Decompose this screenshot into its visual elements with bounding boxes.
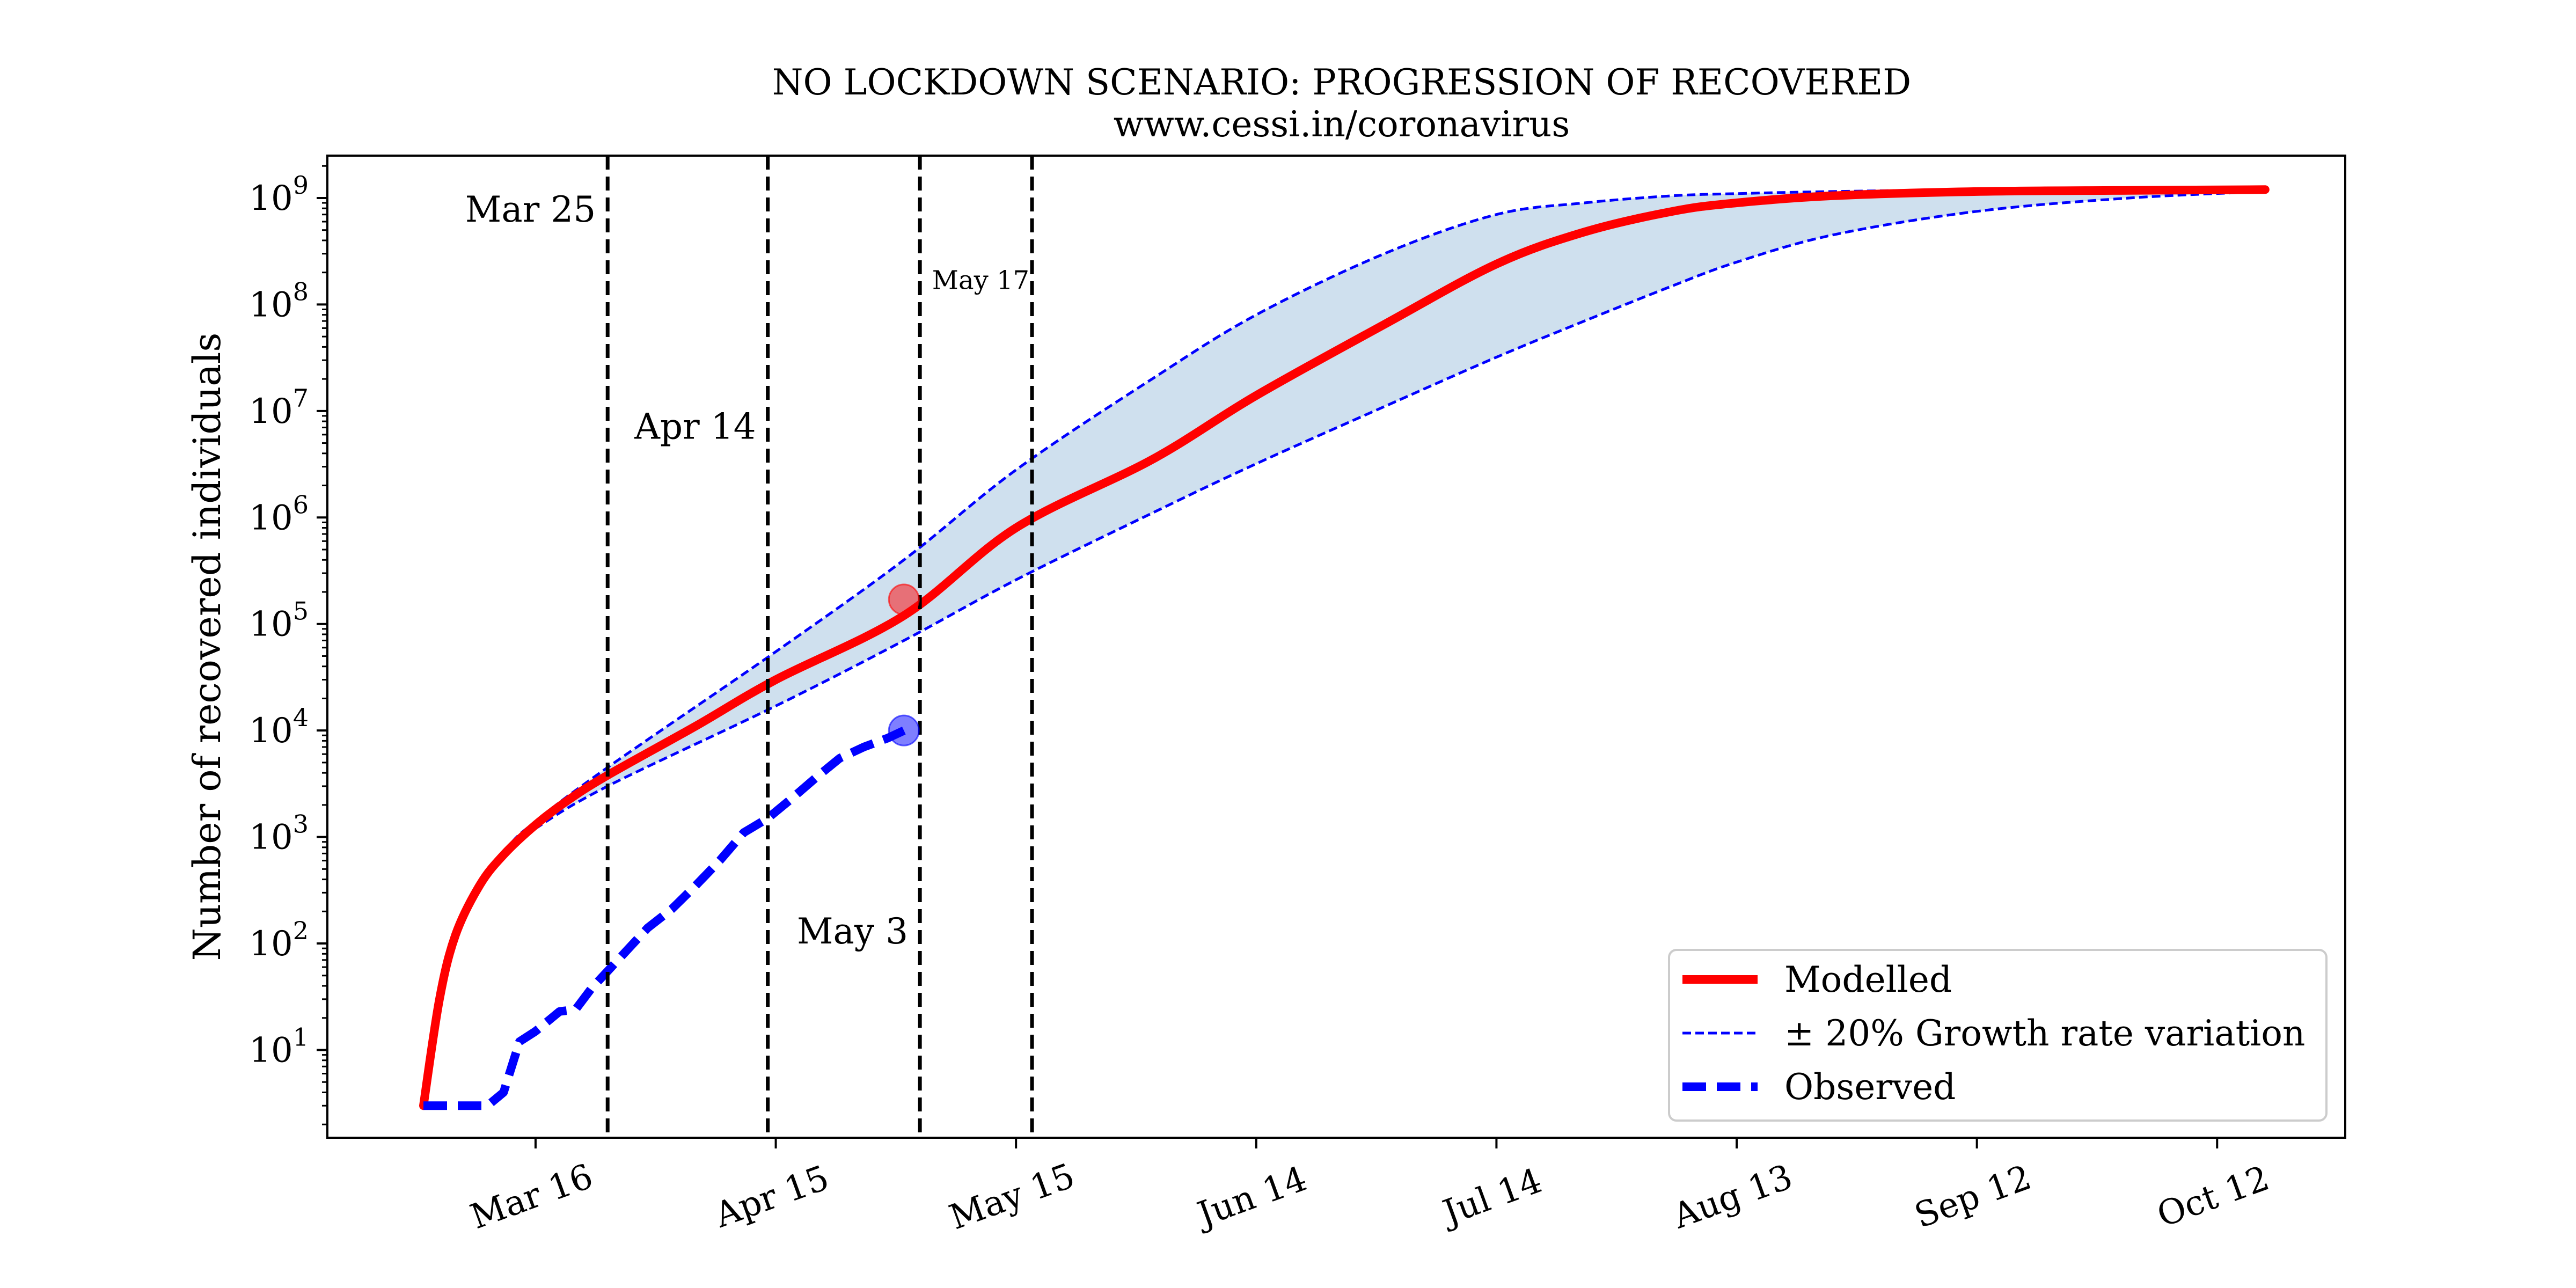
growth-band-lower-line	[422, 190, 2265, 1106]
legend: Modelled ± 20% Growth rate variation Obs…	[1668, 949, 2328, 1122]
observed-series-line	[423, 726, 906, 1110]
event-label-3: May 17	[932, 265, 1029, 295]
legend-label-observed: Observed	[1784, 1066, 1956, 1108]
legend-label-modelled: Modelled	[1784, 959, 1952, 1000]
y-tick-label-6: 107	[249, 384, 309, 431]
y-tick-label-7: 108	[249, 277, 309, 325]
growth-band-fill	[423, 189, 2265, 1106]
y-tick-label-5: 106	[249, 490, 309, 538]
chart-subtitle: www.cessi.in/coronavirus	[1114, 104, 1570, 145]
plot-area	[419, 156, 2270, 1138]
legend-frame	[1668, 949, 2328, 1122]
y-tick-label-1: 102	[249, 916, 309, 964]
y-axis-label: Number of recovered individuals	[185, 333, 229, 961]
chart-title: NO LOCKDOWN SCENARIO: PROGRESSION OF REC…	[772, 62, 1911, 103]
y-tick-label-8: 109	[249, 171, 309, 218]
modelled-series-line	[419, 185, 2270, 1110]
y-tick-label-3: 104	[249, 703, 309, 751]
y-tick-label-2: 103	[249, 810, 309, 858]
y-axis: 101 102 103 104 105 106 107 108 109	[249, 165, 327, 1125]
legend-label-growth-variation: ± 20% Growth rate variation	[1784, 1013, 2305, 1054]
y-tick-label-0: 101	[249, 1023, 309, 1071]
end-markers	[888, 583, 920, 747]
y-tick-label-4: 105	[249, 597, 309, 645]
event-labels: Mar 25 Apr 14 May 3 May 17	[465, 189, 1029, 952]
end-marker-1	[888, 714, 920, 747]
end-marker-0	[888, 583, 920, 616]
plot-frame	[326, 155, 2346, 1139]
event-label-1: Apr 14	[634, 406, 756, 447]
event-lines	[605, 156, 1034, 1138]
event-label-0: Mar 25	[465, 189, 596, 230]
event-label-2: May 3	[797, 911, 908, 952]
